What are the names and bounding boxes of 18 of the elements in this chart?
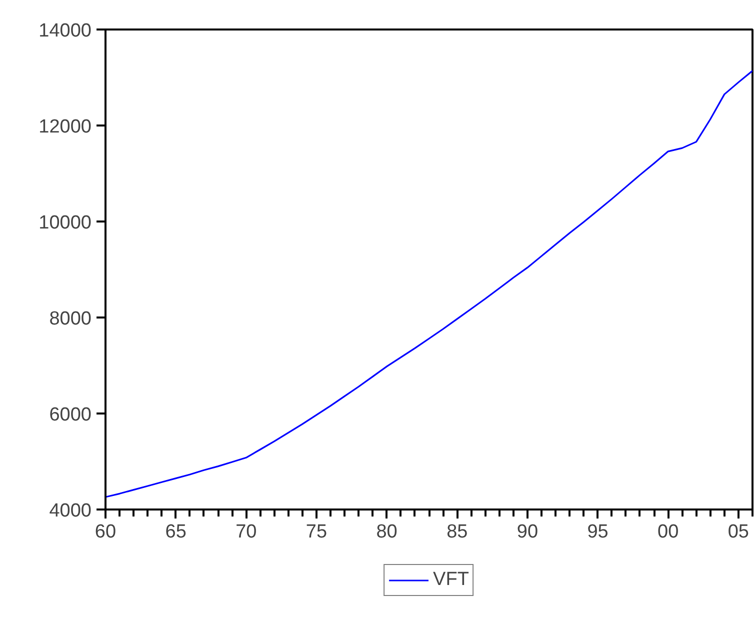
x-tick-label: 90 <box>516 522 538 542</box>
y-tick-label: 14000 <box>38 20 92 42</box>
y-tick-label: 6000 <box>49 404 92 426</box>
line-series <box>106 70 752 498</box>
x-tick-label: 80 <box>376 522 398 542</box>
y-tick-label: 4000 <box>49 500 92 522</box>
x-tick-label: 05 <box>728 522 750 542</box>
x-tick-label: 85 <box>446 522 468 542</box>
x-tick-label: 95 <box>587 522 608 542</box>
x-tick-label: 75 <box>306 522 328 542</box>
x-tick-label: 60 <box>94 522 116 542</box>
y-tick-label: 12000 <box>38 116 92 138</box>
x-tick-label: 70 <box>236 522 257 542</box>
x-tick-label: 00 <box>658 522 679 542</box>
legend-label: VFT <box>433 569 469 591</box>
y-tick-label: 10000 <box>38 212 92 234</box>
x-tick-label: 65 <box>165 522 186 542</box>
y-tick-label: 8000 <box>49 308 92 330</box>
